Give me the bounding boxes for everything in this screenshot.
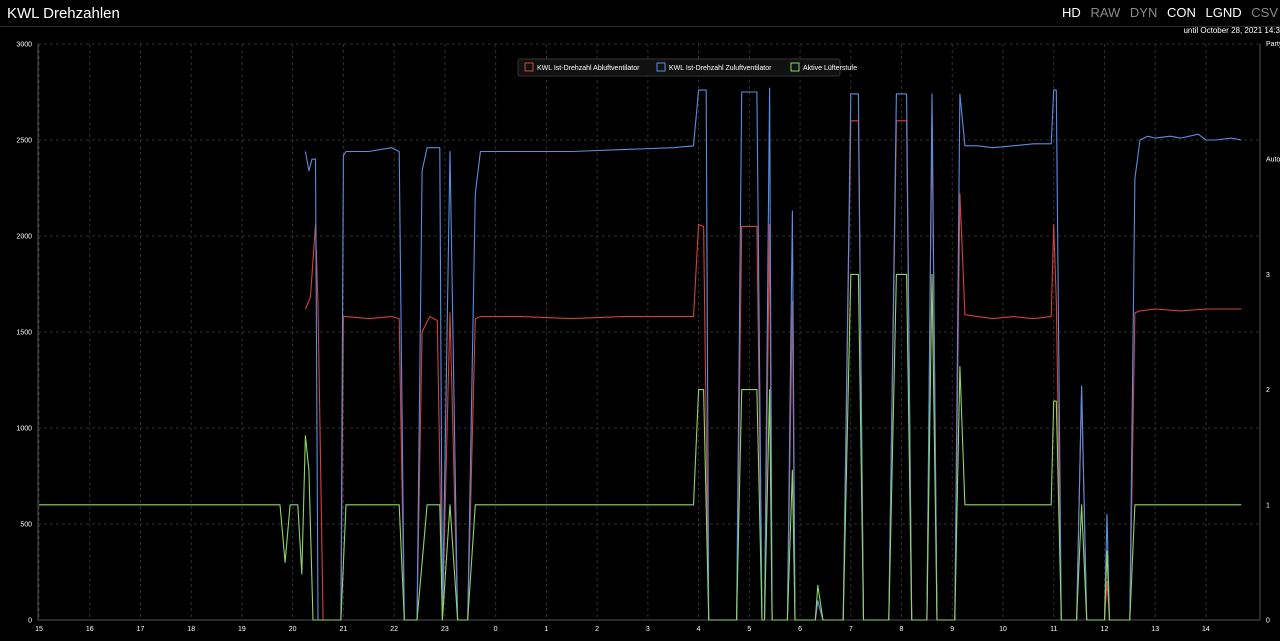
x-tick-label: 15 [35, 626, 43, 633]
x-tick-label: 4 [697, 626, 701, 633]
y-right-tick-label: 3 [1266, 272, 1270, 279]
x-tick-label: 23 [441, 626, 449, 633]
mode-toggles: HD RAW DYN CON LGND CSV [1056, 5, 1278, 20]
x-tick-label: 11 [1050, 626, 1057, 633]
legend-swatch-1 [656, 62, 666, 72]
legend-label-0: KWL Ist-Drehzahl Abluftventilator [537, 65, 640, 72]
x-tick-label: 8 [900, 626, 904, 633]
y-right-tick-label: 0 [1266, 618, 1270, 625]
mode-hd-button[interactable]: HD [1062, 5, 1081, 20]
x-tick-label: 7 [849, 626, 853, 633]
y-left-tick-label: 0 [28, 618, 32, 625]
y-right-tick-label: Auto [1266, 157, 1280, 164]
time-range-label: until October 28, 2021 14:3 [1183, 26, 1280, 35]
x-axis: 15 16 17 18 19 20 21 22 23 0 1 2 3 4 5 6 7 8 9 10 11 12 13 14 [35, 626, 1210, 633]
mode-dyn-button[interactable]: DYN [1129, 5, 1158, 20]
chart-legend: KWL Ist-Drehzahl Abluftventilator KWL Ist… [517, 58, 857, 77]
x-tick-label: 19 [238, 626, 246, 633]
x-tick-label: 6 [798, 626, 802, 633]
legend-swatch-0 [524, 62, 534, 72]
mode-raw-button[interactable]: RAW [1090, 5, 1121, 20]
y-right-tick-label: 2 [1266, 387, 1270, 394]
title-bar: KWL Drehzahlen HD RAW DYN CON LGND CSV [0, 0, 1280, 27]
legend-box [517, 58, 841, 77]
legend-label-1: KWL Ist-Drehzahl Zuluftventilator [669, 65, 772, 72]
series-line-0 [304, 116, 1242, 621]
mode-csv-button[interactable]: CSV [1251, 5, 1278, 20]
y-axis-left: 0 500 1000 1500 2000 2500 3000 [16, 42, 32, 625]
y-axis-right: 0 1 2 3 Auto Party [1266, 41, 1280, 625]
y-left-tick-label: 1500 [16, 330, 32, 337]
x-tick-label: 18 [187, 626, 195, 633]
x-tick-label: 3 [646, 626, 650, 633]
legend-label-2: Aktive Lüfterstufe [803, 65, 857, 72]
page-title: KWL Drehzahlen [7, 5, 120, 22]
y-left-tick-label: 3000 [16, 42, 32, 49]
x-tick-label: 20 [289, 626, 297, 633]
y-left-tick-label: 500 [20, 522, 32, 529]
x-tick-label: 0 [494, 626, 498, 633]
legend-swatch-2 [790, 62, 800, 72]
x-tick-label: 1 [544, 626, 548, 633]
x-tick-label: 14 [1202, 626, 1210, 633]
mode-lgnd-button[interactable]: LGND [1205, 5, 1242, 20]
x-tick-label: 16 [86, 626, 94, 633]
chart-grid [37, 43, 1261, 621]
mode-con-button[interactable]: CON [1167, 5, 1196, 20]
x-tick-label: 21 [340, 626, 348, 633]
series-line-1 [304, 87, 1242, 621]
y-left-tick-label: 2000 [16, 234, 32, 241]
x-tick-label: 10 [999, 626, 1007, 633]
x-tick-label: 22 [390, 626, 398, 633]
chart-series [39, 87, 1242, 621]
y-left-tick-label: 2500 [16, 138, 32, 145]
x-tick-label: 9 [950, 626, 954, 633]
y-left-tick-label: 1000 [16, 426, 32, 433]
y-right-tick-label: Party [1266, 41, 1280, 48]
x-tick-label: 12 [1101, 626, 1109, 633]
x-tick-label: 5 [747, 626, 751, 633]
x-tick-label: 2 [595, 626, 599, 633]
series-line-2 [39, 273, 1242, 621]
y-right-tick-label: 1 [1266, 502, 1270, 509]
x-tick-label: 13 [1151, 626, 1159, 633]
x-tick-label: 17 [137, 626, 145, 633]
